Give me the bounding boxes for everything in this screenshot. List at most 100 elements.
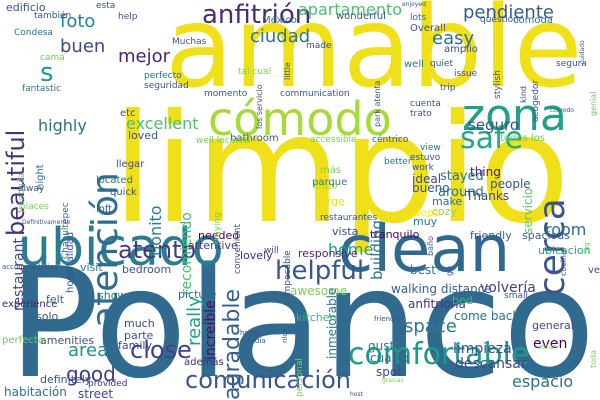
word-highly: highly	[38, 116, 87, 135]
word-excellent: excellent	[126, 114, 199, 133]
word-toda: toda	[589, 349, 598, 368]
word-spot: spot	[376, 365, 402, 379]
word-around: around	[438, 185, 484, 200]
word-trato: trato	[410, 109, 432, 119]
word-room: room	[545, 220, 587, 239]
word-general: general	[532, 319, 574, 332]
word-bed: bed	[452, 294, 473, 307]
word-espacio: espacio	[512, 372, 574, 391]
word-cuenta: cuenta	[410, 99, 441, 109]
word-mas: más	[320, 165, 342, 176]
word-amenities: amenities	[40, 334, 95, 347]
word-awesome: awesome	[290, 284, 348, 298]
word-helpful: helpful	[275, 256, 365, 286]
word-trip: trip	[440, 83, 456, 93]
word-attentive: attentive	[188, 239, 238, 252]
word-kind: kind	[519, 85, 528, 103]
word-thing: thing	[470, 165, 501, 179]
word-ubicacion: ubicacion	[538, 244, 591, 257]
word-issue: issue	[454, 69, 478, 79]
word-pendiente: pendiente	[463, 2, 554, 23]
word-jorge: jorge	[317, 195, 345, 208]
word-ademas: además	[184, 357, 224, 368]
word-depa: depa	[413, 206, 441, 219]
word-impecable: impecable	[283, 250, 293, 297]
word-llegar: llegar	[116, 159, 145, 170]
word-tal_cual: tal cual	[238, 67, 272, 77]
word-cuarto: cuarto	[370, 351, 409, 365]
word-loft: loft	[96, 204, 113, 215]
word-really: really	[184, 296, 205, 346]
word-picture: picture	[178, 288, 217, 301]
word-located: located	[96, 175, 133, 186]
word-anfitriona: anfitriona	[408, 297, 466, 311]
word-close: close	[130, 336, 192, 364]
word-mejor: mejor	[118, 46, 171, 67]
word-convenient: convenient	[233, 224, 243, 274]
word-provided: provided	[88, 379, 128, 389]
word-chapultepec: Chapultepec	[61, 202, 71, 259]
word-visit: visit	[80, 261, 103, 274]
word-will: will	[264, 246, 279, 256]
word-wonderful: wonderful	[336, 11, 386, 22]
word-perfecta: perfecta	[2, 335, 44, 346]
word-habitacion: habitación	[4, 385, 67, 399]
word-area: area	[68, 340, 109, 361]
word-bueno: bueno	[412, 181, 450, 195]
word-ciudad: ciudad	[250, 26, 311, 47]
word-servicio: servicio	[521, 187, 535, 234]
word-made: made	[306, 41, 332, 51]
word-responsive: responsive	[298, 247, 358, 260]
word-cuidado: cuidado	[579, 40, 586, 64]
word-comoda: cómoda	[513, 15, 553, 26]
word-todos_los: todos los	[500, 133, 545, 144]
word-hogar: hogar	[240, 329, 261, 337]
word-shower: shower	[98, 289, 138, 302]
word-work: work	[412, 163, 434, 173]
word-quiet: quiet	[430, 59, 453, 69]
word-seguro: seguro	[468, 116, 520, 134]
word-muchas: Muchas	[172, 37, 207, 47]
word-space: space	[404, 316, 457, 337]
word-tranquilo: tranquilo	[370, 228, 420, 241]
word-edificio: edificio	[6, 1, 46, 14]
word-small: small	[504, 291, 528, 301]
word-gracias: gracias	[382, 377, 404, 384]
word-people: people	[490, 177, 531, 191]
word-bathroom: bathroom	[230, 133, 279, 144]
word-places: places	[20, 202, 49, 212]
word-s: s	[40, 58, 54, 88]
word-well_located: well located	[196, 136, 251, 146]
word-atento: atento	[118, 236, 197, 264]
word-clean: clean	[338, 213, 511, 287]
word-mexico: México	[262, 15, 297, 26]
word-street: street	[78, 387, 114, 400]
word-safe: safe	[460, 121, 524, 156]
word-increible: increíble	[203, 300, 219, 360]
word-muy: muy	[413, 215, 438, 228]
word-well: well	[404, 59, 424, 70]
word-quick: quick	[110, 187, 137, 198]
word-much: much	[124, 317, 155, 330]
word-estuvo: estuvo	[410, 153, 441, 163]
word-foto: foto	[60, 11, 96, 32]
word-anfitrion: anfitrión	[202, 0, 312, 30]
word-acogedor: acogedor	[531, 79, 541, 122]
word-staying: staying	[213, 212, 223, 245]
word-make: make	[432, 195, 463, 208]
word-ideal: ideal	[412, 172, 442, 186]
word-good: good	[66, 362, 116, 386]
word-cozy: cozy	[432, 205, 458, 218]
word-recomiendo: recomiendo	[179, 212, 195, 295]
word-los_servicio: los servicio	[255, 84, 264, 129]
word-amplio: amplio	[444, 44, 478, 55]
word-bonito: bonito	[146, 205, 165, 256]
word-tambien: también	[34, 11, 72, 21]
word-easy: easy	[432, 28, 475, 49]
word-overall: Overall	[410, 23, 446, 34]
word-best: best	[410, 263, 436, 277]
word-little: little	[283, 62, 292, 80]
word-solo: solo	[36, 310, 59, 323]
word-host: host	[350, 391, 363, 398]
